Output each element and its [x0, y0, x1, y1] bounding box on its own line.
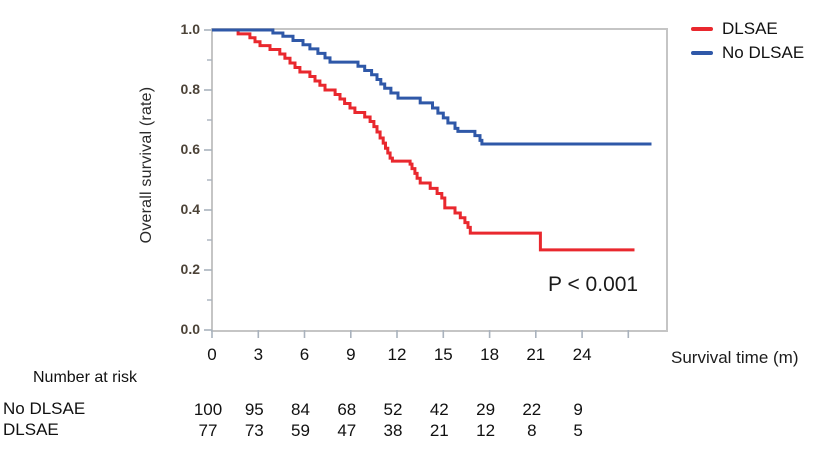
risk-count: 22	[522, 400, 542, 419]
x-tick-label: 18	[480, 345, 500, 364]
x-tick-label: 24	[572, 345, 592, 364]
risk-count: 29	[476, 400, 496, 419]
risk-count: 77	[198, 421, 218, 440]
legend-swatch-dlsae	[691, 27, 713, 31]
risk-count: 95	[244, 400, 264, 419]
risk-row-label-dlsae: DLSAE	[3, 420, 59, 439]
risk-count: 100	[193, 400, 223, 419]
legend: DLSAE No DLSAE	[691, 17, 804, 65]
risk-count: 9	[573, 400, 583, 419]
legend-swatch-no-dlsae	[691, 51, 713, 55]
x-axis-title: Survival time (m)	[671, 348, 799, 367]
legend-label-no-dlsae: No DLSAE	[722, 43, 805, 62]
curve-no-dlsae	[212, 28, 652, 146]
risk-count: 21	[429, 421, 449, 440]
risk-count: 84	[291, 400, 310, 419]
p-value-annotation: P < 0.001	[548, 273, 639, 296]
x-tick-label: 15	[433, 345, 453, 364]
y-tick-label: 0.2	[180, 261, 200, 277]
risk-count: 8	[527, 421, 537, 440]
y-tick-label: 0.4	[180, 201, 200, 217]
y-tick-label: 0.6	[180, 141, 200, 157]
x-tick-label: 9	[346, 345, 356, 364]
number-at-risk-header: Number at risk	[33, 369, 138, 386]
legend-item-no-dlsae: No DLSAE	[691, 41, 804, 65]
risk-count: 12	[476, 421, 496, 440]
risk-row-label-no-dlsae: No DLSAE	[3, 399, 86, 418]
x-tick-label: 3	[253, 345, 264, 364]
x-tick-label: 0	[207, 345, 217, 364]
risk-count: 38	[383, 421, 403, 440]
risk-count: 47	[337, 421, 357, 440]
x-tick-label: 12	[387, 345, 407, 364]
risk-count: 59	[291, 421, 310, 440]
risk-count: 52	[383, 400, 403, 419]
y-tick-label: 1.0	[180, 21, 200, 37]
x-tick-label: 6	[299, 345, 310, 364]
y-tick-label: 0.8	[180, 81, 200, 97]
legend-item-dlsae: DLSAE	[691, 17, 804, 41]
y-tick-label: 0.0	[180, 321, 200, 337]
legend-label-dlsae: DLSAE	[722, 19, 778, 38]
curve-dlsae	[212, 28, 635, 252]
y-axis-title: Overall survival (rate)	[138, 86, 155, 244]
risk-count: 42	[429, 400, 449, 419]
x-tick-label: 21	[526, 345, 546, 364]
risk-count: 68	[337, 400, 357, 419]
risk-count: 5	[573, 421, 583, 440]
risk-count: 73	[244, 421, 264, 440]
